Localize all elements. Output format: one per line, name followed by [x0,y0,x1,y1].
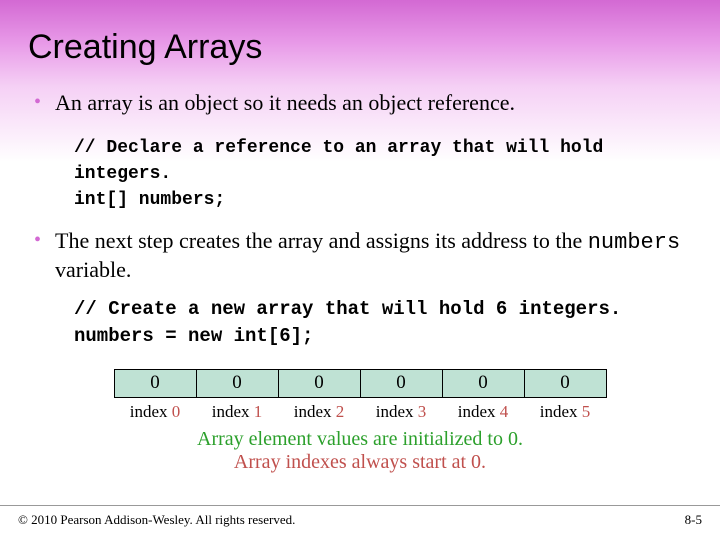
note-index-start: Array indexes always start at 0. [34,451,686,474]
array-index: index 4 [442,397,524,422]
array-index: index 1 [196,397,278,422]
code-block-2: // Create a new array that will hold 6 i… [34,294,686,369]
array-cell: 0 [114,369,196,397]
array-index: index 5 [524,397,606,422]
bullet-icon: • [34,89,55,117]
slide-title: Creating Arrays [0,0,720,67]
array-cells-row: 0 0 0 0 0 0 [114,369,606,397]
array-cell: 0 [360,369,442,397]
array-visualization: 0 0 0 0 0 0 index 0 index 1 index 2 inde… [34,369,686,422]
code1-line2: int[] numbers; [74,187,686,213]
bullet-text-1: An array is an object so it needs an obj… [55,89,686,117]
code2-line1: // Create a new array that will hold 6 i… [74,296,686,324]
array-index: index 3 [360,397,442,422]
code1-line1: // Declare a reference to an array that … [74,135,686,187]
bullet-icon: • [34,227,55,284]
array-index: index 2 [278,397,360,422]
bullet2-part1: The next step creates the array and assi… [55,228,588,253]
bullet-text-2: The next step creates the array and assi… [55,227,686,284]
slide-footer: © 2010 Pearson Addison-Wesley. All right… [0,505,720,528]
array-cell: 0 [524,369,606,397]
array-cell: 0 [196,369,278,397]
array-cell: 0 [442,369,524,397]
slide-content: • An array is an object so it needs an o… [0,67,720,474]
bullet2-part2: variable. [55,257,131,282]
note-initialized: Array element values are initialized to … [34,428,686,451]
code-block-1: // Declare a reference to an array that … [34,127,686,227]
footer-copyright: © 2010 Pearson Addison-Wesley. All right… [18,512,295,528]
bullet-item-2: • The next step creates the array and as… [34,227,686,284]
footer-page-number: 8-5 [685,512,702,528]
array-table: 0 0 0 0 0 0 index 0 index 1 index 2 inde… [114,369,607,422]
array-index: index 0 [114,397,196,422]
code2-line2: numbers = new int[6]; [74,323,686,351]
array-cell: 0 [278,369,360,397]
bullet2-mono: numbers [588,230,680,255]
bullet-item-1: • An array is an object so it needs an o… [34,89,686,117]
array-index-row: index 0 index 1 index 2 index 3 index 4 … [114,397,606,422]
